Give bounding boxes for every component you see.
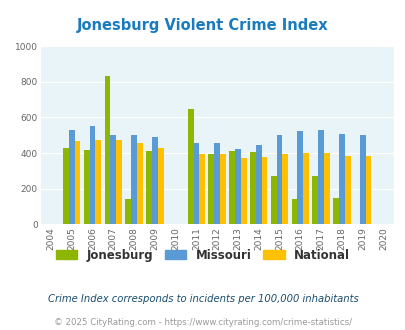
Bar <box>333 198 338 224</box>
Bar <box>95 140 101 224</box>
Bar <box>151 137 158 224</box>
Bar <box>338 134 344 224</box>
Bar <box>291 199 297 224</box>
Bar <box>364 156 371 224</box>
Bar <box>240 158 246 224</box>
Bar <box>63 148 69 224</box>
Bar <box>193 143 199 224</box>
Legend: Jonesburg, Missouri, National: Jonesburg, Missouri, National <box>51 244 354 266</box>
Bar <box>276 135 282 224</box>
Bar <box>110 135 116 224</box>
Bar <box>214 143 220 224</box>
Bar <box>104 77 110 224</box>
Bar <box>90 126 95 224</box>
Bar <box>83 150 90 224</box>
Bar <box>261 157 267 224</box>
Bar <box>208 154 214 224</box>
Bar <box>270 176 276 224</box>
Text: Jonesburg Violent Crime Index: Jonesburg Violent Crime Index <box>77 18 328 33</box>
Bar <box>303 153 308 224</box>
Bar <box>75 141 80 224</box>
Bar <box>187 109 193 224</box>
Bar <box>255 145 261 224</box>
Bar <box>229 151 234 224</box>
Bar <box>344 156 350 224</box>
Bar <box>282 154 288 224</box>
Text: © 2025 CityRating.com - https://www.cityrating.com/crime-statistics/: © 2025 CityRating.com - https://www.city… <box>54 318 351 327</box>
Bar <box>116 140 122 224</box>
Text: Crime Index corresponds to incidents per 100,000 inhabitants: Crime Index corresponds to incidents per… <box>47 294 358 304</box>
Bar <box>249 152 255 224</box>
Bar <box>323 153 329 224</box>
Bar <box>131 135 136 224</box>
Bar <box>146 151 151 224</box>
Bar <box>318 130 323 224</box>
Bar <box>311 176 318 224</box>
Bar <box>136 143 143 224</box>
Bar <box>234 148 240 224</box>
Bar <box>297 131 303 224</box>
Bar <box>69 130 75 224</box>
Bar <box>125 199 131 224</box>
Bar <box>220 154 225 224</box>
Bar <box>359 135 364 224</box>
Bar <box>158 148 163 224</box>
Bar <box>199 154 205 224</box>
